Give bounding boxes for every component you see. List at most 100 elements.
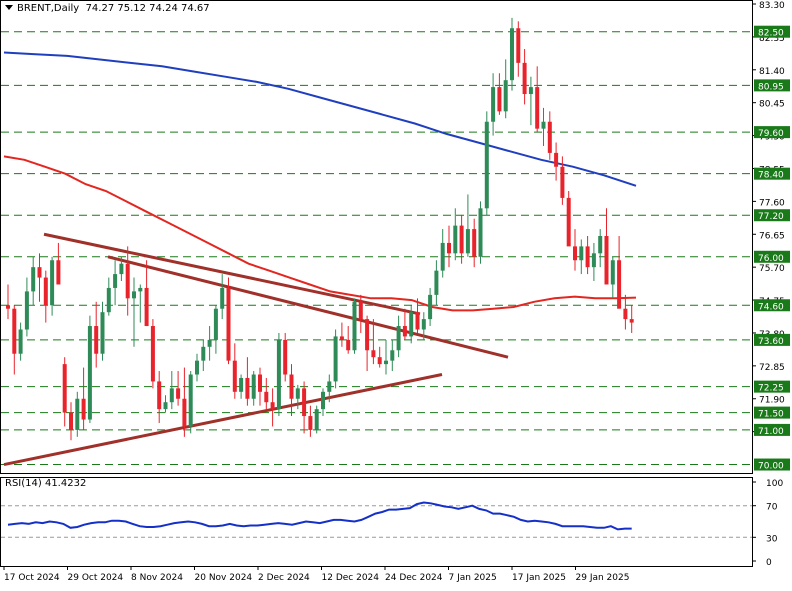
candle xyxy=(195,353,199,382)
candle xyxy=(591,242,596,282)
candle-body xyxy=(459,225,464,254)
candle-body xyxy=(396,326,401,351)
y-tick-label: 81.40 xyxy=(759,67,785,77)
y-tick-label: 72.85 xyxy=(759,363,785,373)
candle-body xyxy=(478,208,483,257)
candle xyxy=(125,246,130,316)
rsi-tick-label: 70 xyxy=(766,503,778,513)
candle-body xyxy=(163,402,168,410)
rsi-tick-label: 0 xyxy=(766,558,772,568)
candle xyxy=(182,367,187,437)
candle-body xyxy=(283,339,288,375)
candle xyxy=(50,256,55,316)
dropdown-triangle-icon[interactable] xyxy=(5,5,13,10)
candle xyxy=(56,242,61,285)
candle xyxy=(459,215,464,264)
rsi-pane-frame xyxy=(0,477,753,567)
level-label-box xyxy=(754,25,790,38)
candle-body xyxy=(346,339,351,351)
candle-body xyxy=(390,350,395,361)
candle xyxy=(176,371,181,406)
candle xyxy=(390,339,395,372)
candle-body xyxy=(352,301,357,351)
y-tick-label: 75.70 xyxy=(759,264,785,274)
candle xyxy=(169,371,174,410)
candle-body xyxy=(125,263,130,299)
candle xyxy=(308,405,313,437)
candle-body xyxy=(434,270,439,295)
candle xyxy=(220,274,225,320)
candle-body xyxy=(516,28,521,63)
candle-body xyxy=(169,388,174,403)
candle-body xyxy=(327,381,332,392)
candle xyxy=(617,236,622,309)
level-label-box xyxy=(754,126,790,139)
candle-body xyxy=(18,329,23,354)
level-label-box xyxy=(754,380,790,393)
candle-body xyxy=(69,412,73,430)
level-label: 80.95 xyxy=(758,82,784,92)
candle xyxy=(472,218,477,268)
candle-body xyxy=(213,308,218,340)
candle xyxy=(377,346,382,368)
level-label-box xyxy=(754,333,790,346)
trendline-mid[interactable] xyxy=(107,255,509,359)
candle-body xyxy=(232,360,237,392)
candle-body xyxy=(371,350,376,358)
candle xyxy=(528,76,533,126)
candle xyxy=(421,312,426,340)
candle xyxy=(447,225,451,268)
candle xyxy=(604,208,609,285)
candle-body xyxy=(182,398,187,427)
rsi-tick-label: 30 xyxy=(766,534,778,544)
candle-body xyxy=(43,277,48,306)
y-tick-label: 82.35 xyxy=(759,34,785,44)
candle-body xyxy=(415,312,420,330)
rsi-tick-label: 100 xyxy=(766,479,783,489)
candle-body xyxy=(629,319,634,323)
candle-body xyxy=(560,166,565,198)
candle xyxy=(610,256,615,299)
candle-body xyxy=(503,80,508,112)
candle-body xyxy=(24,291,29,330)
candle-body xyxy=(598,236,603,254)
candle xyxy=(302,381,307,434)
candle xyxy=(598,229,603,268)
candle-body xyxy=(409,312,414,337)
candle xyxy=(566,190,571,247)
candle xyxy=(138,284,143,323)
candle xyxy=(207,326,212,361)
candle xyxy=(346,326,351,354)
candle xyxy=(289,364,294,417)
level-label-box xyxy=(754,167,790,180)
main-pane-frame xyxy=(0,0,753,474)
candle-body xyxy=(623,308,628,320)
candle-body xyxy=(421,319,426,330)
candle-body xyxy=(308,416,313,430)
level-label-box xyxy=(754,250,790,263)
x-tick-label: 20 Nov 2024 xyxy=(195,573,253,583)
candle xyxy=(94,301,99,368)
candle-body xyxy=(119,263,124,275)
candle xyxy=(352,298,357,354)
x-tick-label: 2 Dec 2024 xyxy=(258,573,310,583)
candle-body xyxy=(87,326,92,420)
trendline-upper[interactable] xyxy=(43,232,421,316)
x-tick-label: 29 Oct 2024 xyxy=(68,573,124,583)
candle-body xyxy=(453,225,458,254)
candle xyxy=(585,236,590,275)
candle-body xyxy=(94,326,99,354)
candle xyxy=(440,229,445,278)
candle-body xyxy=(573,246,577,261)
candle-body xyxy=(150,326,155,382)
candle-body xyxy=(276,339,281,410)
candle-body xyxy=(258,374,262,392)
candle-body xyxy=(610,260,615,285)
candle-body xyxy=(428,294,433,320)
trendline-lower[interactable] xyxy=(3,373,443,467)
candle xyxy=(321,388,325,417)
candle-body xyxy=(440,242,445,271)
candle-body xyxy=(195,360,199,375)
candle xyxy=(547,111,552,160)
